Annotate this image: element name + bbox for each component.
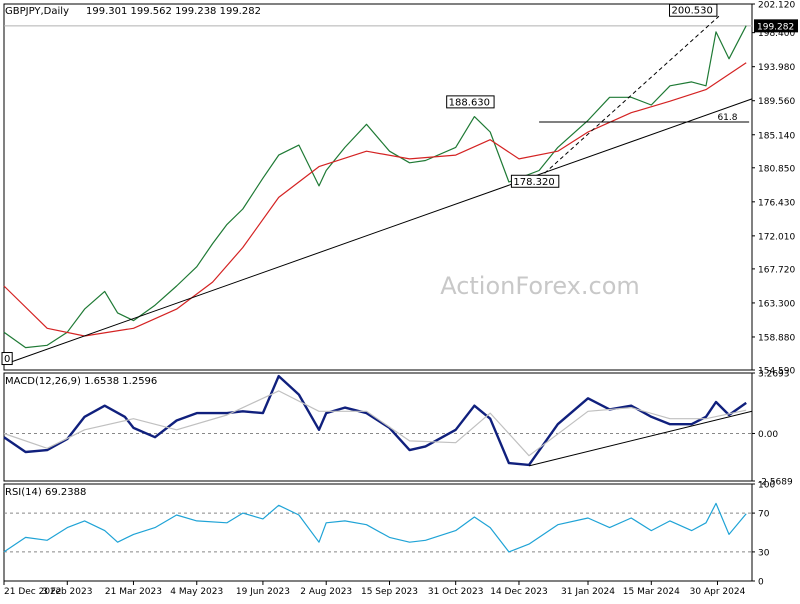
- y-tick-label: 202.120: [758, 1, 795, 11]
- y-tick-label: 185.140: [758, 131, 795, 141]
- series-line-1-1: [3, 390, 747, 457]
- y-tick-label: 70: [758, 510, 770, 520]
- y-tick-label: 100: [758, 481, 775, 491]
- x-tick-label: 21 Mar 2023: [105, 587, 162, 597]
- x-tick-label: 2 Aug 2023: [300, 587, 352, 597]
- price-ohlc-header: 199.301 199.562 199.238 199.282: [86, 6, 261, 17]
- trendline: [528, 15, 720, 188]
- price-annotation-box: [510, 174, 560, 188]
- x-tick-label: 4 May 2023: [170, 587, 223, 597]
- y-tick-label: 3.2693: [758, 370, 790, 380]
- series-line-0-0: [3, 25, 747, 349]
- panel-frame-0: [3, 3, 753, 371]
- panel-frame-2: [3, 483, 753, 582]
- series-line-2-0: [3, 502, 747, 553]
- trendline: [528, 410, 753, 467]
- price-panel-title: GBPJPY,Daily: [5, 6, 69, 17]
- panel-frame-1: [3, 372, 753, 482]
- price-annotation: 178.320: [513, 177, 554, 188]
- macd-panel-title: MACD(12,26,9) 1.6538 1.2596: [5, 376, 157, 387]
- y-tick-label: 163.300: [758, 299, 795, 309]
- x-tick-label: 21 Dec 2022: [4, 587, 62, 597]
- series-line-0-1: [3, 62, 747, 337]
- price-annotation-box: [446, 95, 495, 109]
- x-tick-label: 15 Sep 2023: [361, 587, 418, 597]
- x-tick-label: 14 Dec 2023: [490, 587, 548, 597]
- current-price-tag: [754, 19, 798, 33]
- reference-lines: [4, 25, 752, 553]
- y-tick-label: 154.590: [758, 367, 795, 377]
- x-tick-label: 19 Jun 2023: [236, 587, 290, 597]
- x-tick-label: 30 Apr 2024: [690, 587, 746, 597]
- plot-layer: [3, 15, 753, 553]
- annotations: 200.530 188.630 178.320 61.8 0: [1, 3, 738, 366]
- x-tick-label: 3 Feb 2023: [42, 587, 92, 597]
- y-tick-label: 167.720: [758, 265, 795, 275]
- y-tick-label: 0.00: [758, 430, 778, 440]
- y-tick-label: 189.560: [758, 97, 795, 107]
- x-tick-label: 15 Mar 2024: [623, 587, 680, 597]
- x-tick-label: 31 Jan 2024: [561, 587, 615, 597]
- fib-label: 61.8: [717, 113, 737, 123]
- panel-frames: [3, 3, 753, 582]
- price-annotation: 200.530: [672, 6, 713, 17]
- y-tick-label: -2.5689: [758, 478, 793, 488]
- price-annotation: 0: [4, 354, 10, 365]
- price-annotation-box: [669, 3, 718, 17]
- price-annotation: 188.630: [449, 97, 490, 108]
- y-tick-label: 158.880: [758, 333, 795, 343]
- watermark: ActionForex.com: [440, 272, 640, 300]
- series-line-1-0: [3, 374, 747, 467]
- y-tick-label: 193.980: [758, 63, 795, 73]
- trendline: [3, 98, 753, 366]
- price-annotation-box: [1, 352, 13, 366]
- y-tick-label: 172.010: [758, 232, 795, 242]
- y-tick-label: 0: [758, 578, 764, 588]
- current-price-label: 199.282: [757, 22, 794, 32]
- y-tick-label: 30: [758, 548, 770, 558]
- y-tick-label: 198.400: [758, 29, 795, 39]
- x-tick-label: 31 Oct 2023: [428, 587, 484, 597]
- rsi-panel-title: RSI(14) 69.2388: [5, 487, 86, 498]
- y-tick-label: 176.430: [758, 198, 795, 208]
- y-tick-label: 180.850: [758, 164, 795, 174]
